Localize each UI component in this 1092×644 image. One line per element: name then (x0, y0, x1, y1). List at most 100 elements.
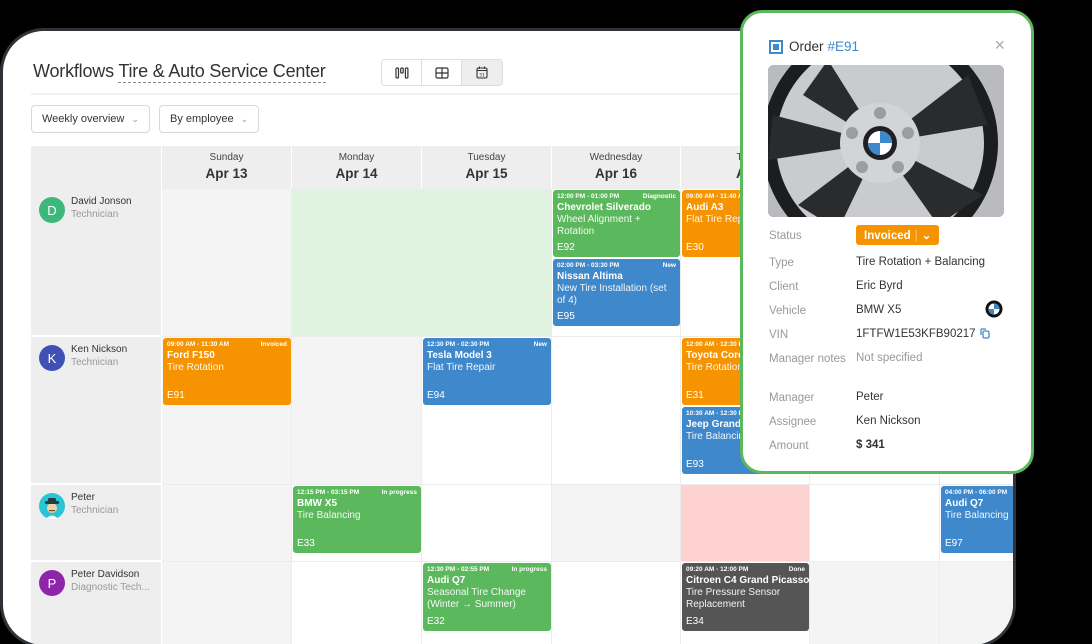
event-status: Invoiced (260, 341, 287, 348)
person-with-hat-icon (45, 498, 59, 519)
event-vehicle: Chevrolet Silverado (557, 202, 651, 213)
event-card-e95[interactable]: 02:00 PM - 03:30 PM New Nissan Altima New… (553, 259, 680, 326)
event-status: New (533, 341, 547, 348)
calendar-cell[interactable] (292, 562, 422, 644)
event-vehicle: Citroen C4 Grand Picasso (686, 575, 809, 586)
event-status: In progress (381, 489, 417, 496)
employee-row-ken-nickson[interactable]: K Ken Nickson Technician (31, 337, 161, 485)
employee-name: Peter (71, 492, 95, 503)
order-detail-popup: Order #E91 × Status Invo (740, 10, 1034, 474)
event-code: E93 (686, 459, 704, 470)
page-title: Workflows Tire & Auto Service Center (33, 61, 326, 83)
table-view-button[interactable] (422, 60, 462, 85)
day-of-week: Tuesday (467, 152, 506, 163)
event-card-e97[interactable]: 04:00 PM - 06:00 PM Audi Q7 Tire Balanci… (941, 486, 1013, 553)
event-code: E91 (167, 390, 185, 401)
day-of-week: Wednesday (589, 152, 643, 163)
avatar (39, 493, 65, 519)
day-of-week: Monday (338, 152, 375, 163)
employee-column-header (31, 146, 162, 189)
employee-row-peter-davidson[interactable]: P Peter Davidson Diagnostic Tech... (31, 562, 161, 644)
group-by-dropdown[interactable]: By employee ⌄ (159, 105, 260, 133)
day-header-monday: Monday Apr 14 (292, 146, 422, 189)
event-card-e92[interactable]: 12:00 PM - 01:00 PM Diagnostic Chevrolet … (553, 190, 680, 257)
header-divider (31, 93, 1013, 95)
calendar-cell[interactable] (552, 337, 681, 485)
calendar-cell[interactable] (422, 189, 552, 337)
event-card-e32[interactable]: 12:30 PM - 02:55 PM In progress Audi Q7 S… (423, 563, 551, 631)
avatar: D (39, 197, 65, 223)
event-time: 12:00 PM - 01:00 PM (557, 193, 620, 200)
event-card-e33[interactable]: 12:15 PM - 03:15 PM In progress BMW X5 Ti… (293, 486, 421, 553)
calendar-cell[interactable] (422, 485, 552, 562)
chevron-down-icon: ⌄ (240, 113, 249, 124)
event-time: 12:15 PM - 03:15 PM (297, 489, 360, 496)
event-card-e91[interactable]: 09:00 AM - 11:30 AM Invoiced Ford F150 Ti… (163, 338, 291, 405)
field-label: VIN (769, 329, 789, 341)
event-card-e34[interactable]: 09:20 AM - 12:00 PM Done Citroen C4 Grand… (682, 563, 809, 631)
day-of-week: Sunday (209, 152, 244, 163)
order-id-link[interactable]: #E91 (827, 39, 860, 54)
day-date: Apr 14 (335, 166, 378, 181)
event-service: Seasonal Tire Change (Winter → Summer) (427, 587, 526, 610)
status-dropdown[interactable]: Invoiced | ⌄ (856, 225, 940, 245)
calendar-cell[interactable] (162, 562, 292, 644)
event-card-e94[interactable]: 12:30 PM - 02:30 PM New Tesla Model 3 Fla… (423, 338, 551, 405)
avatar: P (39, 570, 65, 596)
calendar-cell[interactable] (552, 562, 681, 644)
app-label: Workflows (33, 61, 114, 81)
day-date: Apr 15 (465, 166, 508, 181)
event-vehicle: Audi A3 (686, 202, 724, 213)
calendar-cell[interactable] (292, 337, 422, 485)
employee-row-peter[interactable]: Peter Technician (31, 485, 161, 562)
vehicle-wheel-photo (768, 65, 1004, 217)
field-value: Peter (856, 391, 884, 403)
field-value: Tire Rotation + Balancing (856, 256, 986, 268)
calendar-cell[interactable] (292, 189, 422, 337)
day-header-tuesday: Tuesday Apr 15 (422, 146, 552, 189)
event-service: Tire Balancing (686, 431, 750, 442)
event-time: 12:30 PM - 02:30 PM (427, 341, 490, 348)
table-icon (434, 66, 449, 79)
calendar-cell[interactable] (940, 562, 1013, 644)
event-code: E34 (686, 616, 704, 627)
kanban-icon (394, 66, 408, 79)
event-service: Wheel Alignment + Rotation (557, 214, 641, 237)
field-value: Ken Nickson (856, 415, 921, 427)
event-status: New (662, 262, 676, 269)
event-service: Tire Balancing (945, 510, 1009, 521)
close-icon[interactable]: × (994, 35, 1005, 55)
avatar: K (39, 345, 65, 371)
field-label: Client (769, 281, 799, 293)
wheel-image (768, 65, 1004, 217)
event-status: Diagnostic (642, 193, 676, 200)
status-value: Invoiced (864, 230, 911, 242)
employee-row-david-jonson[interactable]: D David Jonson Technician (31, 189, 161, 337)
event-vehicle: Toyota Corolla (686, 350, 756, 361)
employee-role: Diagnostic Tech... (71, 582, 150, 593)
calendar-cell[interactable] (552, 485, 681, 562)
event-code: E94 (427, 390, 445, 401)
group-by-dropdown-label: By employee (170, 113, 234, 125)
employee-name: David Jonson (71, 196, 132, 207)
calendar-view-button[interactable]: 31 (462, 60, 502, 85)
event-service: Flat Tire Repair (686, 214, 755, 225)
event-time: 04:00 PM - 06:00 PM (945, 489, 1008, 496)
calendar-cell[interactable] (162, 485, 292, 562)
calendar-cell-unavailable[interactable] (681, 485, 810, 562)
copy-icon[interactable] (980, 328, 990, 342)
calendar-cell[interactable] (810, 562, 940, 644)
chevron-down-icon: ⌄ (921, 230, 932, 242)
popup-title: Order #E91 (769, 39, 859, 54)
day-header-sunday: Sunday Apr 13 (162, 146, 292, 189)
event-time: 10:30 AM - 12:30 PM (686, 410, 749, 417)
field-value: BMW X5 (856, 304, 902, 316)
workspace-name-link[interactable]: Tire & Auto Service Center (118, 61, 326, 83)
chevron-down-icon: ⌄ (131, 113, 139, 124)
kanban-view-button[interactable] (382, 60, 422, 85)
calendar-cell[interactable] (162, 189, 292, 337)
event-time: 02:00 PM - 03:30 PM (557, 262, 620, 269)
calendar-cell[interactable] (810, 485, 940, 562)
event-vehicle: Ford F150 (167, 350, 215, 361)
period-dropdown[interactable]: Weekly overview ⌄ (31, 105, 150, 133)
